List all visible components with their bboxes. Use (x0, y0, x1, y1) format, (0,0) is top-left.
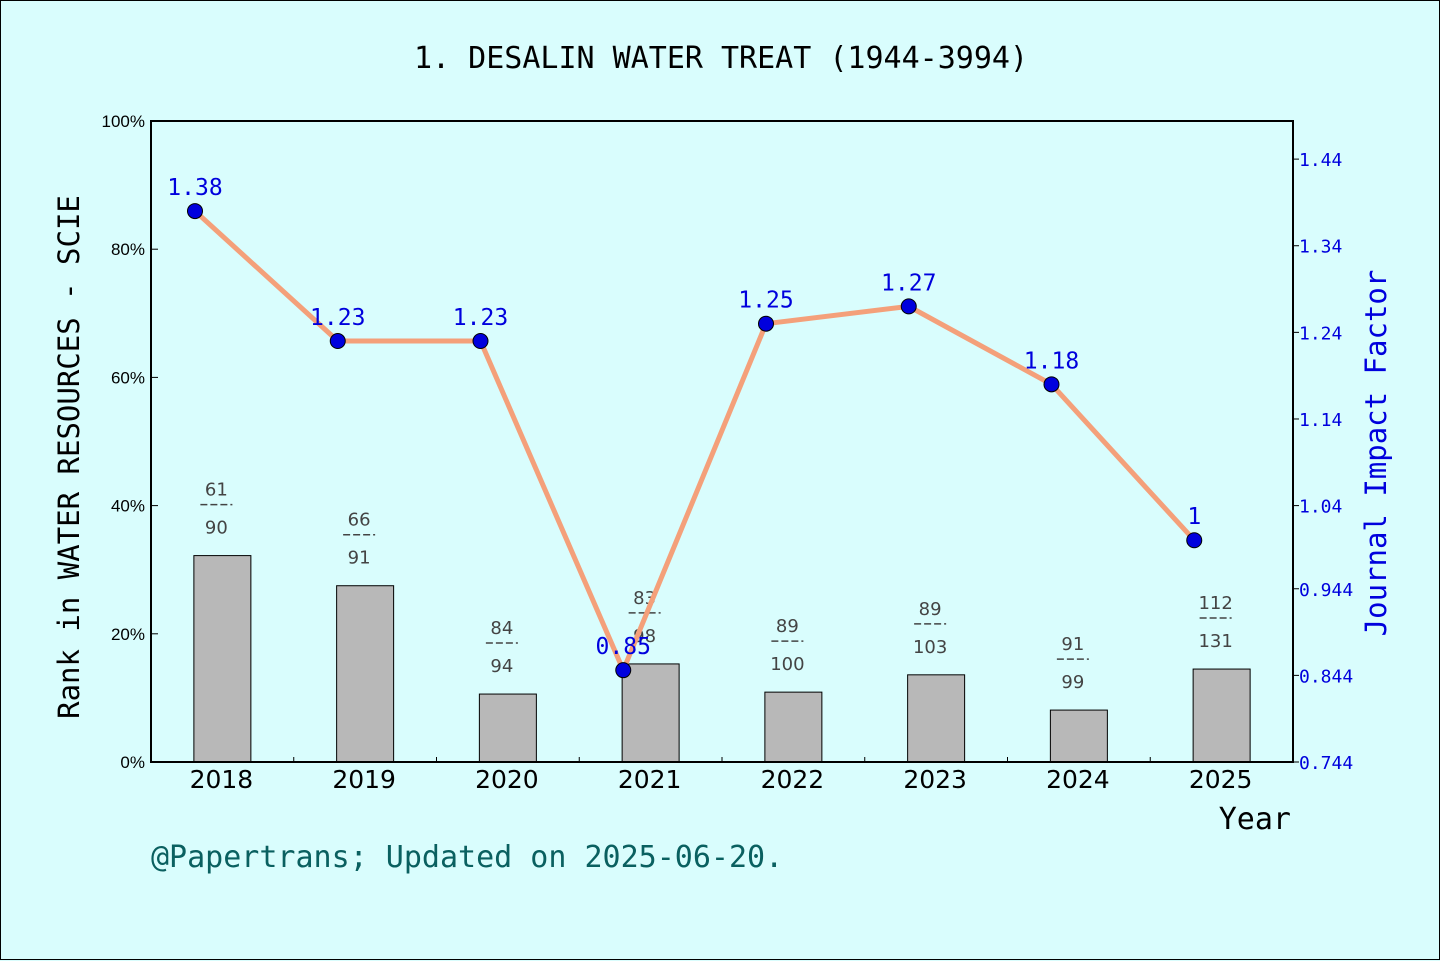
rank-numerator: 61 (205, 480, 228, 501)
x-tick-label: 2022 (761, 765, 825, 794)
impact-factor-label: 1.38 (167, 175, 222, 201)
y2-tick-label: 1.04 (1299, 497, 1342, 518)
rank-numerator: 89 (776, 616, 799, 637)
rank-denominator: 90 (205, 518, 228, 539)
y2-tick-label: 1.44 (1299, 150, 1342, 171)
x-axis-label: Year (1219, 802, 1291, 837)
impact-factor-label: 1.18 (1024, 348, 1079, 374)
impact-factor-point (900, 298, 917, 315)
impact-factor-label: 1.25 (738, 288, 793, 314)
chart-title: 1. DESALIN WATER TREAT (1944-3994) (414, 41, 1028, 76)
bar (907, 674, 966, 763)
y2-tick-label: 1.24 (1299, 323, 1342, 344)
y-tick-label: 80% (111, 240, 145, 259)
y2-axis-label: Journal Impact Factor (1359, 270, 1393, 637)
footer-note: @Papertrans; Updated on 2025-06-20. (151, 840, 783, 875)
rank-denominator: 99 (1061, 672, 1084, 693)
y-tick-label: 40% (111, 497, 145, 516)
plot-area (150, 120, 1294, 763)
rank-denominator: 91 (348, 548, 371, 569)
bar (1049, 709, 1108, 763)
impact-factor-point (1043, 376, 1060, 393)
x-tick-label: 2024 (1046, 765, 1110, 794)
y2-tick-label: 0.744 (1299, 753, 1353, 774)
impact-factor-label: 1 (1187, 504, 1201, 530)
y-tick-label: 0% (120, 753, 145, 772)
impact-factor-point (472, 333, 489, 350)
impact-factor-label: 0.85 (596, 634, 651, 660)
y-axis-label: Rank in WATER RESOURCES - SCIE (52, 195, 86, 719)
rank-numerator: 84 (490, 618, 513, 639)
rank-denominator: 131 (1198, 631, 1232, 652)
impact-factor-point (758, 315, 774, 332)
x-tick-label: 2019 (332, 765, 396, 794)
y-tick-label: 100% (102, 112, 145, 131)
x-tick-label: 2020 (475, 765, 539, 794)
rank-numerator: 66 (348, 510, 371, 531)
rank-numerator: 89 (919, 599, 942, 620)
bar (193, 555, 252, 763)
rank-denominator: 100 (770, 654, 804, 675)
rank-denominator: 94 (490, 656, 513, 677)
y2-tick-label: 1.34 (1299, 237, 1342, 258)
bar (336, 585, 395, 763)
impact-factor-line (193, 209, 1197, 673)
y2-tick-label: 1.14 (1299, 410, 1342, 431)
rank-denominator: 103 (913, 637, 947, 658)
y2-tick-label: 0.844 (1299, 666, 1353, 687)
rank-numerator: 91 (1061, 634, 1084, 655)
impact-factor-label: 1.23 (310, 305, 365, 331)
x-tick-label: 2023 (903, 765, 967, 794)
y2-tick-label: 0.944 (1299, 580, 1353, 601)
bar (764, 691, 823, 763)
y-tick-label: 20% (111, 625, 145, 644)
impact-factor-point (1186, 532, 1203, 549)
y-tick-label: 60% (111, 368, 145, 387)
x-tick-label: 2018 (190, 765, 254, 794)
impact-factor-point (615, 662, 632, 679)
rank-numerator: 112 (1198, 593, 1232, 614)
x-tick-label: 2021 (618, 765, 682, 794)
impact-factor-point (329, 333, 346, 350)
x-tick-label: 2025 (1189, 765, 1253, 794)
bar (1192, 668, 1251, 763)
impact-factor-label: 1.27 (881, 270, 936, 296)
impact-factor-point (187, 203, 203, 220)
bar (621, 663, 680, 763)
impact-factor-label: 1.23 (453, 305, 508, 331)
bar (478, 693, 537, 763)
